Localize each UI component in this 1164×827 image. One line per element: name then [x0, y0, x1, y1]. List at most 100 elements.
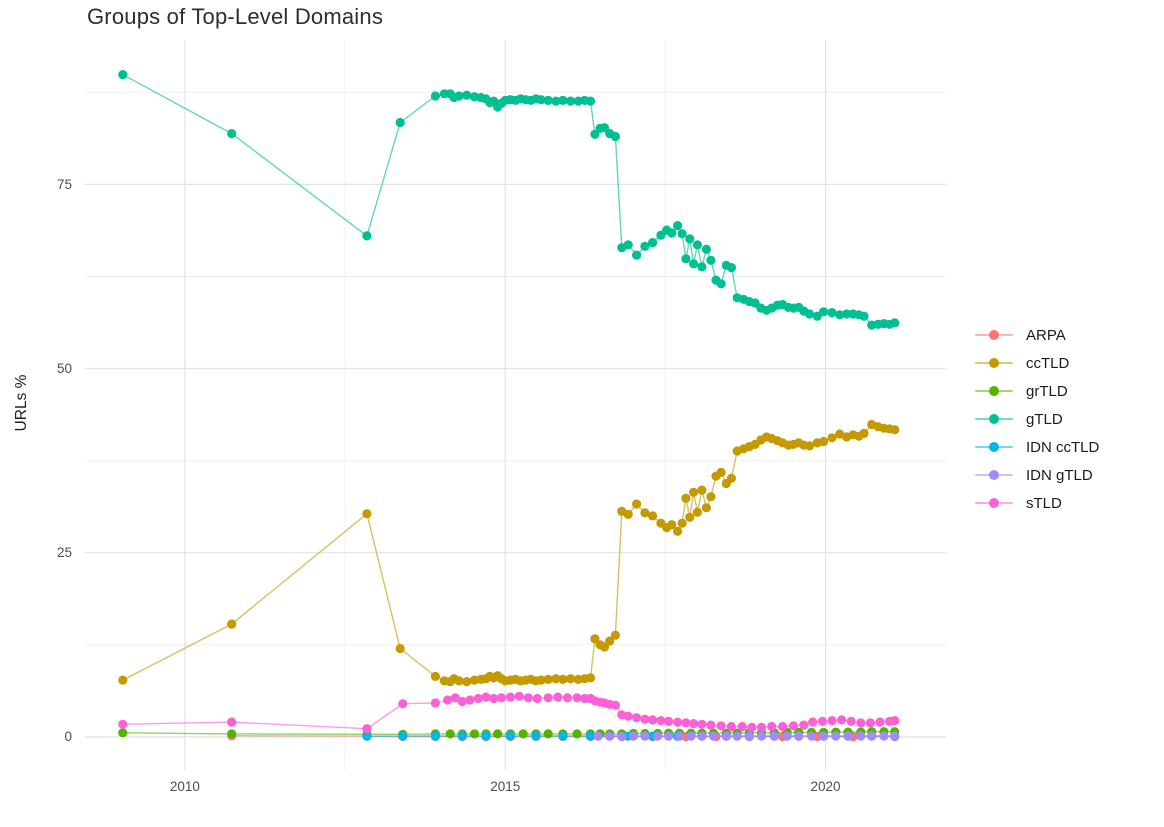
- data-point-gtld: [835, 310, 845, 320]
- data-point-gtld: [632, 250, 642, 260]
- data-point-cctld: [667, 520, 677, 530]
- data-point-idn-gtld: [890, 731, 900, 741]
- data-point-cctld: [590, 634, 600, 644]
- data-point-stld: [443, 695, 453, 705]
- x-tick-label: 2015: [490, 779, 521, 794]
- data-point-stld: [747, 722, 757, 732]
- data-point-stld: [737, 721, 747, 732]
- data-point-cctld: [804, 441, 815, 451]
- data-point-idn-gtld: [674, 731, 685, 741]
- data-point-stld: [623, 711, 633, 721]
- data-point-idn-gtld: [628, 731, 639, 741]
- data-point-cctld: [632, 499, 642, 509]
- data-point-gtld: [610, 131, 621, 142]
- data-point-idn-gtld: [664, 731, 674, 741]
- data-point-cctld: [835, 429, 845, 439]
- data-point-stld: [788, 721, 799, 731]
- data-point-gtld: [543, 95, 553, 105]
- data-point-stld: [648, 715, 658, 725]
- legend-label: IDN gTLD: [1026, 466, 1093, 484]
- data-point-stld: [716, 721, 726, 731]
- data-point-cctld: [685, 512, 695, 522]
- series-line-gtld: [122, 73, 895, 326]
- legend-label: grTLD: [1026, 382, 1068, 400]
- data-point-cctld: [677, 518, 687, 528]
- data-point-cctld: [118, 675, 128, 685]
- data-point-idn-cctld: [481, 731, 491, 741]
- data-point-gtld: [677, 229, 687, 239]
- data-point-stld: [656, 716, 666, 726]
- legend-key-icon: [975, 383, 1013, 399]
- data-point-stld: [799, 720, 809, 730]
- data-point-gtld: [454, 91, 464, 101]
- data-point-cctld: [362, 509, 372, 519]
- data-point-cctld: [395, 643, 405, 654]
- legend-key-icon: [975, 327, 1013, 343]
- legend: ARPA ccTLD grTLD gTLD IDN ccTLD IDN gTLD…: [975, 321, 1099, 517]
- y-tick-label: 25: [56, 545, 72, 561]
- data-point-stld: [496, 693, 506, 703]
- data-point-gtld: [566, 96, 576, 106]
- data-point-stld: [430, 698, 440, 708]
- data-point-idn-gtld: [617, 731, 627, 741]
- data-point-stld: [118, 719, 128, 729]
- data-point-cctld: [605, 636, 615, 646]
- y-tick-label: 75: [56, 176, 72, 192]
- data-point-stld: [640, 714, 650, 724]
- data-point-cctld: [697, 485, 707, 495]
- data-point-cctld: [227, 619, 237, 629]
- data-point-grtld: [227, 729, 237, 739]
- data-point-gtld: [590, 129, 600, 139]
- data-point-cctld: [610, 630, 621, 640]
- data-point-gtld: [673, 221, 683, 231]
- x-tick-label: 2020: [810, 779, 841, 794]
- data-point-gtld: [685, 234, 695, 244]
- data-point-idn-gtld: [686, 731, 696, 741]
- data-point-grtld: [518, 729, 528, 739]
- data-point-cctld: [701, 503, 712, 513]
- legend-label: IDN ccTLD: [1026, 438, 1100, 456]
- data-point-grtld: [543, 729, 553, 739]
- data-point-grtld: [469, 729, 480, 739]
- data-point-stld: [610, 700, 621, 710]
- data-point-stld: [875, 717, 885, 727]
- data-point-stld: [837, 715, 847, 725]
- data-point-idn-gtld: [697, 731, 707, 741]
- data-point-grtld: [118, 728, 128, 738]
- legend-item-grtld: grTLD: [975, 377, 1099, 405]
- data-point-gtld: [726, 263, 737, 273]
- data-point-idn-gtld: [769, 731, 779, 741]
- data-point-gtld: [623, 240, 633, 250]
- data-point-stld: [514, 691, 524, 701]
- data-point-idn-gtld: [819, 731, 829, 741]
- data-point-idn-cctld: [457, 731, 467, 741]
- data-point-idn-gtld: [640, 731, 650, 741]
- data-point-stld: [562, 693, 573, 703]
- data-point-cctld: [827, 433, 837, 443]
- data-point-stld: [827, 716, 837, 726]
- data-point-gtld: [812, 311, 822, 321]
- data-point-stld: [543, 693, 553, 703]
- data-point-idn-gtld: [831, 731, 841, 741]
- data-point-gtld: [804, 309, 815, 319]
- data-point-idn-gtld: [867, 731, 877, 741]
- data-point-cctld: [681, 493, 691, 503]
- data-point-idn-cctld: [531, 731, 541, 741]
- data-point-cctld: [623, 509, 633, 519]
- data-point-cctld: [536, 675, 546, 685]
- data-point-idn-gtld: [653, 731, 663, 741]
- y-tick-label: 0: [64, 729, 72, 745]
- legend-item-cctld: ccTLD: [975, 349, 1099, 377]
- data-point-gtld: [536, 95, 546, 105]
- data-point-cctld: [859, 428, 869, 438]
- data-point-gtld: [118, 70, 128, 80]
- data-point-idn-gtld: [794, 731, 804, 741]
- data-point-stld: [767, 721, 777, 732]
- data-point-idn-cctld: [558, 731, 568, 741]
- data-point-gtld: [558, 95, 568, 105]
- data-point-stld: [489, 693, 499, 704]
- legend-key-icon: [975, 411, 1013, 427]
- data-point-gtld: [819, 307, 829, 317]
- data-point-gtld: [697, 262, 707, 272]
